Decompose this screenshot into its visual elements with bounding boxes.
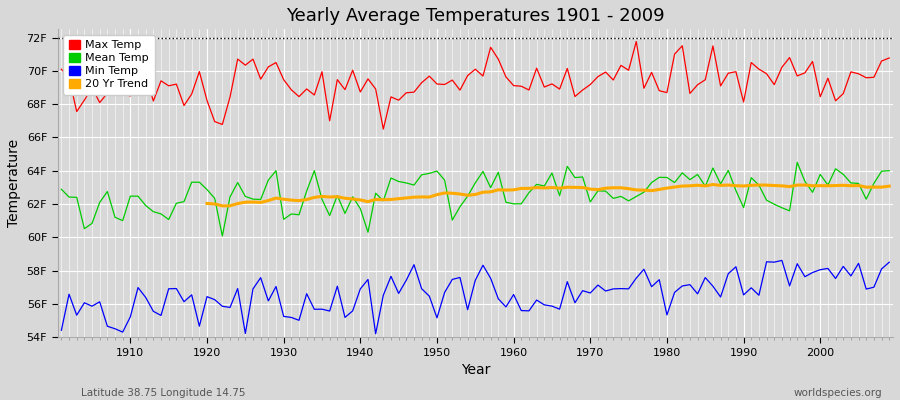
Text: worldspecies.org: worldspecies.org [794,388,882,398]
Title: Yearly Average Temperatures 1901 - 2009: Yearly Average Temperatures 1901 - 2009 [286,7,664,25]
Y-axis label: Temperature: Temperature [7,139,21,227]
X-axis label: Year: Year [461,363,490,377]
Legend: Max Temp, Mean Temp, Min Temp, 20 Yr Trend: Max Temp, Mean Temp, Min Temp, 20 Yr Tre… [63,35,155,95]
Text: Latitude 38.75 Longitude 14.75: Latitude 38.75 Longitude 14.75 [81,388,246,398]
